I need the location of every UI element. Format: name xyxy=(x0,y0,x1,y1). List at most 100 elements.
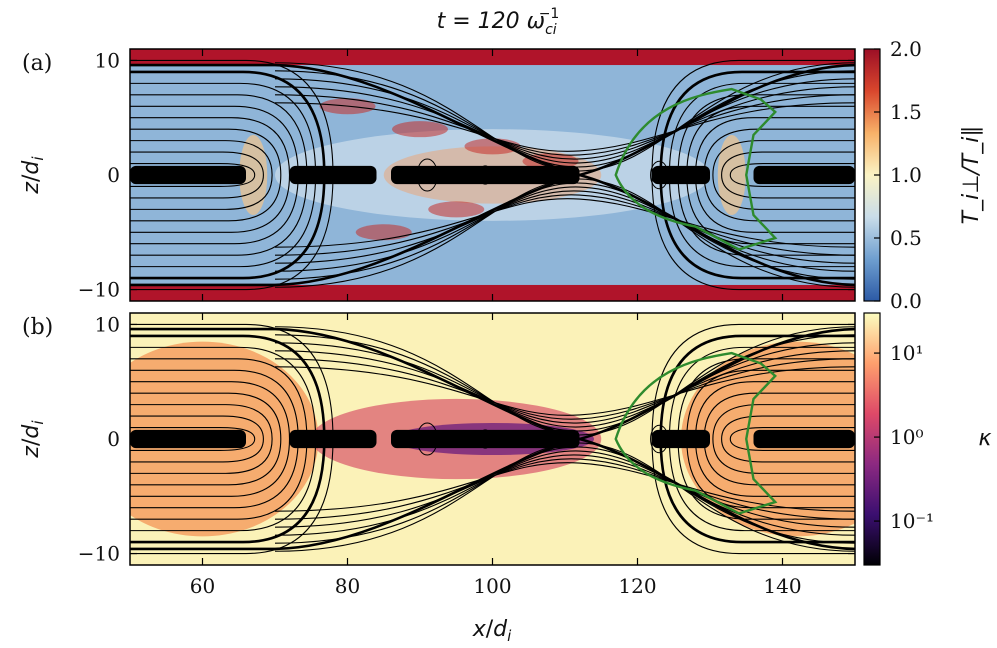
colorbar-tick-label: 2.0 xyxy=(890,37,922,61)
colorbar-tick-label: 0.0 xyxy=(890,289,922,313)
field-line xyxy=(274,350,855,424)
field-line xyxy=(729,438,855,452)
field-line xyxy=(274,86,855,160)
panel-b-colorbar xyxy=(863,312,881,566)
field-line xyxy=(703,174,855,222)
core-band xyxy=(130,429,246,449)
field-line xyxy=(668,82,855,176)
field-line xyxy=(130,140,273,176)
field-line xyxy=(274,334,855,432)
heat-filament xyxy=(392,121,448,138)
panel-a-ticks: −10 0 10 xyxy=(78,48,855,302)
field-line xyxy=(130,392,282,440)
green-contour xyxy=(614,87,778,251)
colorbar-tick-label: 1.5 xyxy=(890,100,922,124)
field-line xyxy=(130,174,282,222)
x-tick-label: 120 xyxy=(618,574,656,598)
field-line xyxy=(274,358,855,420)
x-tick-label: 80 xyxy=(335,574,360,598)
field-line xyxy=(130,117,291,176)
magnetic-island xyxy=(650,160,669,190)
separatrix xyxy=(130,173,855,287)
y-tick-label: 0 xyxy=(107,163,120,187)
field-line xyxy=(274,190,855,264)
field-line xyxy=(130,174,273,210)
core-band xyxy=(391,165,580,185)
field-line xyxy=(694,117,855,176)
field-line xyxy=(130,426,256,440)
x-axis-label: x/di xyxy=(472,617,512,645)
magnetic-island xyxy=(478,429,492,449)
field-line xyxy=(130,174,256,188)
field-line xyxy=(130,438,273,474)
field-line xyxy=(668,438,855,532)
field-line xyxy=(130,438,264,463)
field-line xyxy=(130,438,308,520)
field-line xyxy=(686,174,855,245)
field-line xyxy=(130,128,282,176)
field-line xyxy=(274,178,855,288)
x-tick-label: 140 xyxy=(763,574,801,598)
colorbar-tick-label: 10⁻¹ xyxy=(890,509,934,533)
field-line xyxy=(729,174,855,188)
field-line xyxy=(130,174,264,199)
field-line xyxy=(274,326,855,436)
heat-bottom-edge xyxy=(130,284,855,301)
core-band xyxy=(391,429,580,449)
field-line xyxy=(130,323,334,440)
field-line xyxy=(712,140,855,176)
panel-b-label: (b) xyxy=(22,315,53,340)
field-line xyxy=(721,174,855,199)
field-line xyxy=(274,198,855,248)
field-line xyxy=(130,174,334,291)
colorbar-tick-label: 10¹ xyxy=(890,341,923,365)
panel-b-colorbar-ticks: 10⁻¹ 10⁰ 10¹ xyxy=(874,341,934,533)
field-line xyxy=(712,174,855,210)
green-contour xyxy=(614,351,778,515)
field-line xyxy=(659,174,855,280)
field-line xyxy=(659,70,855,176)
field-line xyxy=(130,334,326,440)
y-tick-label: 10 xyxy=(95,312,120,336)
field-line xyxy=(668,346,855,440)
field-line xyxy=(274,102,855,152)
colorbar-tick-label: 10⁰ xyxy=(890,425,923,449)
field-line xyxy=(130,404,273,440)
field-line xyxy=(274,446,855,544)
magnetic-island xyxy=(478,165,492,185)
y-tick-label: −10 xyxy=(78,542,120,566)
field-line xyxy=(274,182,855,280)
field-line xyxy=(703,392,855,440)
field-line xyxy=(274,70,855,168)
colorbar-tick-label: 1.0 xyxy=(890,163,922,187)
field-line xyxy=(130,438,299,509)
field-line xyxy=(694,174,855,233)
panel-a-ylabel: z/di xyxy=(19,156,47,195)
core-band xyxy=(753,165,855,185)
field-line xyxy=(130,162,256,176)
separatrix xyxy=(130,437,855,551)
field-line xyxy=(651,174,855,291)
field-line xyxy=(668,174,855,268)
field-line xyxy=(130,415,264,440)
field-line xyxy=(274,366,855,416)
field-line xyxy=(130,174,308,256)
field-line xyxy=(274,458,855,520)
field-line xyxy=(703,128,855,176)
field-line xyxy=(686,369,855,440)
field-line xyxy=(130,369,299,440)
core-band xyxy=(753,429,855,449)
field-line xyxy=(274,462,855,512)
field-line xyxy=(729,162,855,176)
field-line xyxy=(130,174,326,280)
panel-a-label: (a) xyxy=(22,51,52,76)
field-line xyxy=(274,62,855,172)
field-line xyxy=(694,381,855,440)
x-tick-label: 100 xyxy=(473,574,511,598)
y-tick-label: 10 xyxy=(95,48,120,72)
field-line xyxy=(130,438,291,497)
field-line xyxy=(729,426,855,440)
field-line xyxy=(130,151,264,176)
